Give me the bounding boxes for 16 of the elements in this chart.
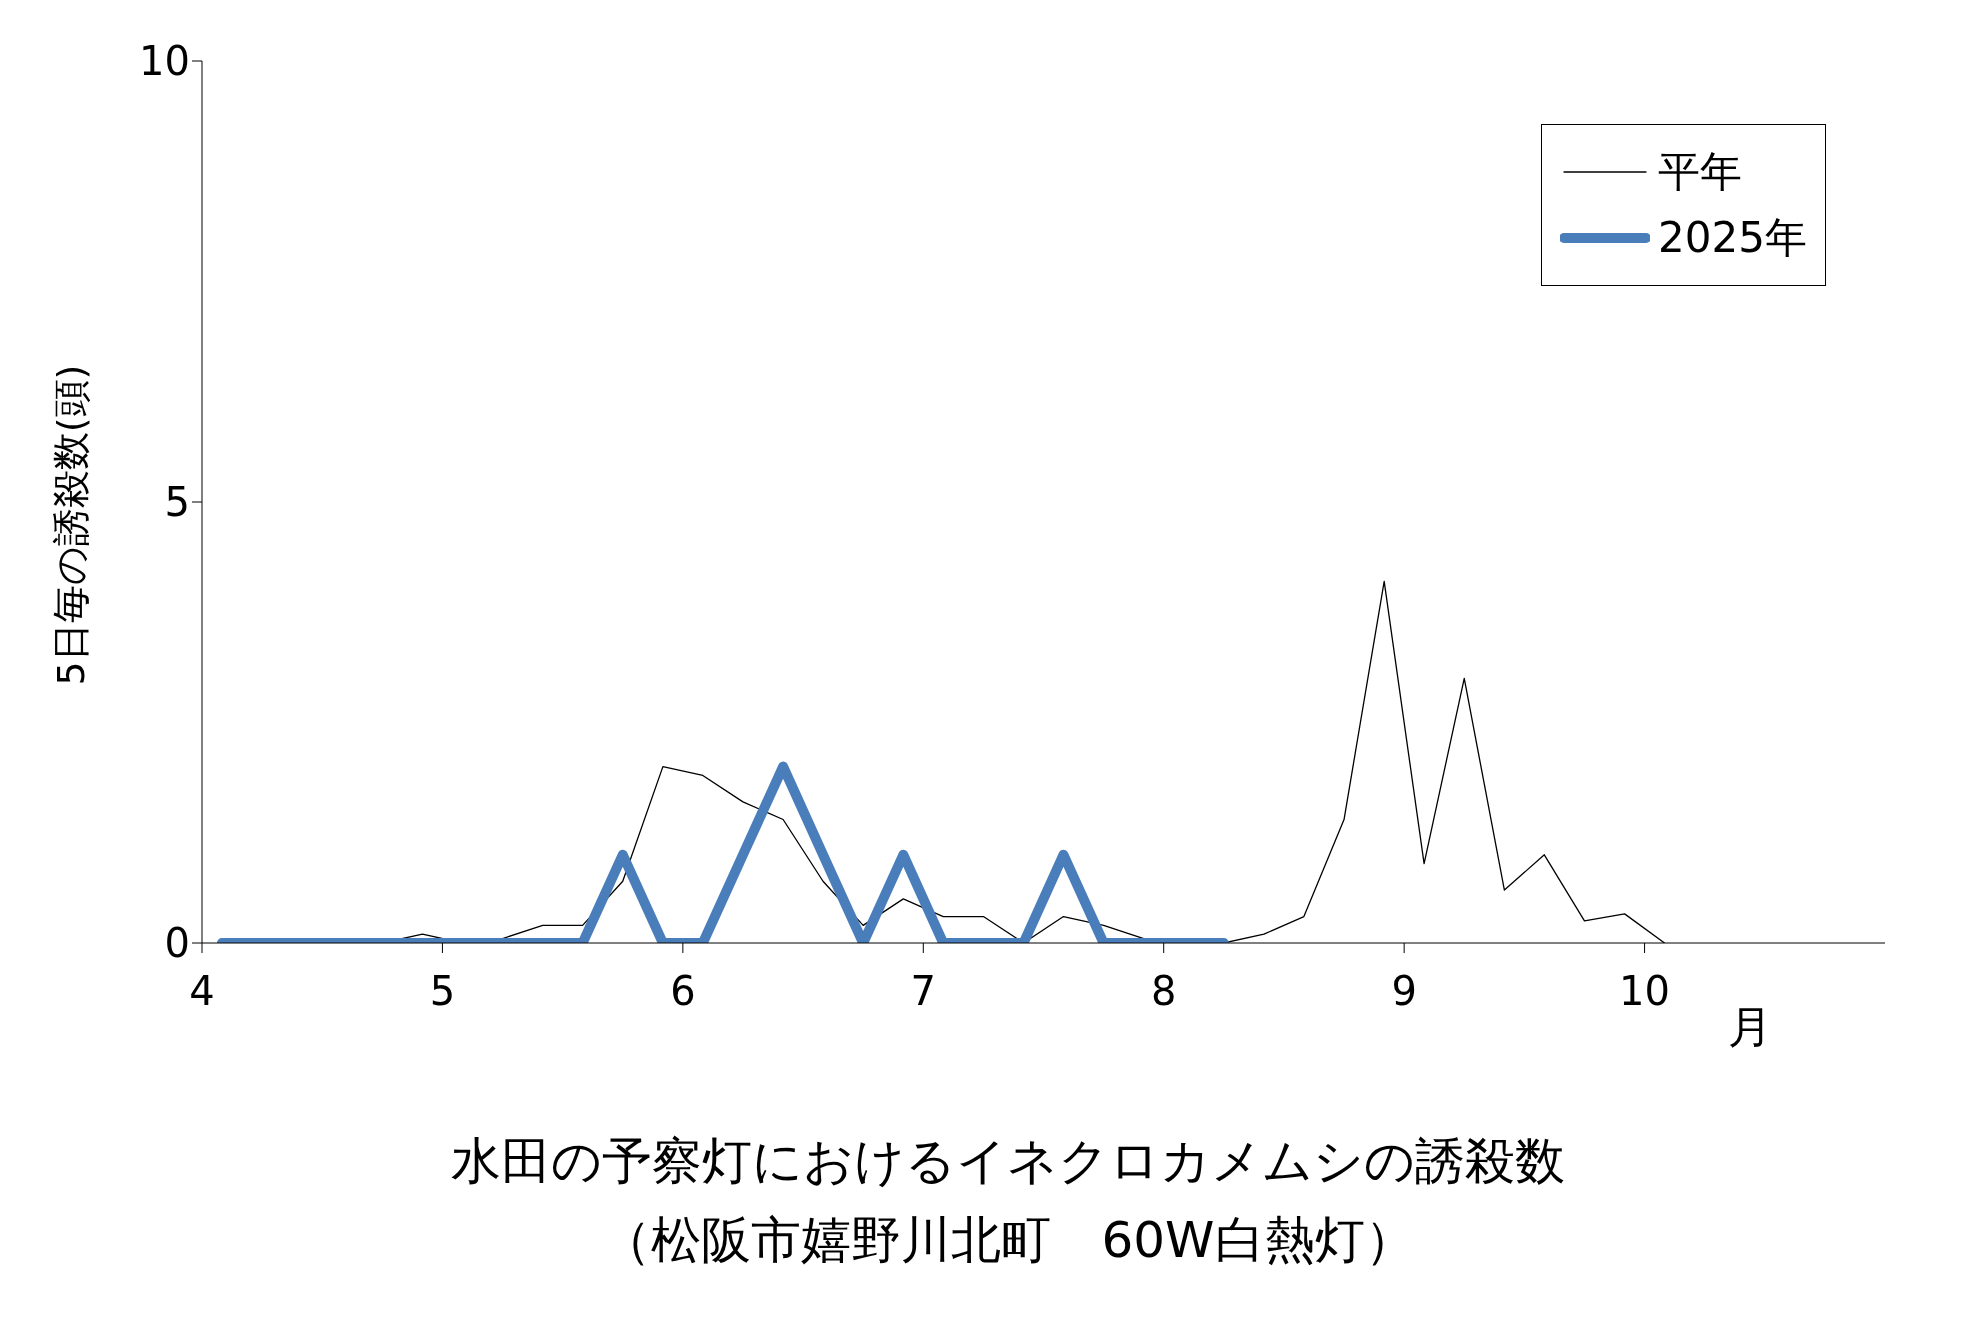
- text: 水田の予察灯におけるイネクロカメムシの誘殺数: [450, 1131, 1566, 1192]
- x-tick-label: 9: [1391, 968, 1417, 1015]
- x-tick-label: 5: [429, 968, 456, 1015]
- y-axis-title: 5日毎の誘殺数(頭): [47, 364, 94, 686]
- x-axis-title: 月: [1728, 1000, 1772, 1054]
- legend-label: 2025年: [1658, 212, 1807, 264]
- y-tick-label: 5: [164, 479, 190, 526]
- x-tick-label: 4: [189, 968, 215, 1015]
- text: （松阪市嬉野川北町 60W白熱灯）: [600, 1210, 1416, 1271]
- y-tick-label: 0: [164, 920, 190, 967]
- x-tick-label: 7: [910, 968, 937, 1015]
- y-tick-label: 10: [139, 38, 190, 85]
- x-tick-label: 10: [1619, 968, 1671, 1015]
- legend-label: 平年: [1658, 146, 1742, 198]
- x-tick-label: 6: [670, 968, 696, 1015]
- x-tick-label: 8: [1150, 968, 1177, 1015]
